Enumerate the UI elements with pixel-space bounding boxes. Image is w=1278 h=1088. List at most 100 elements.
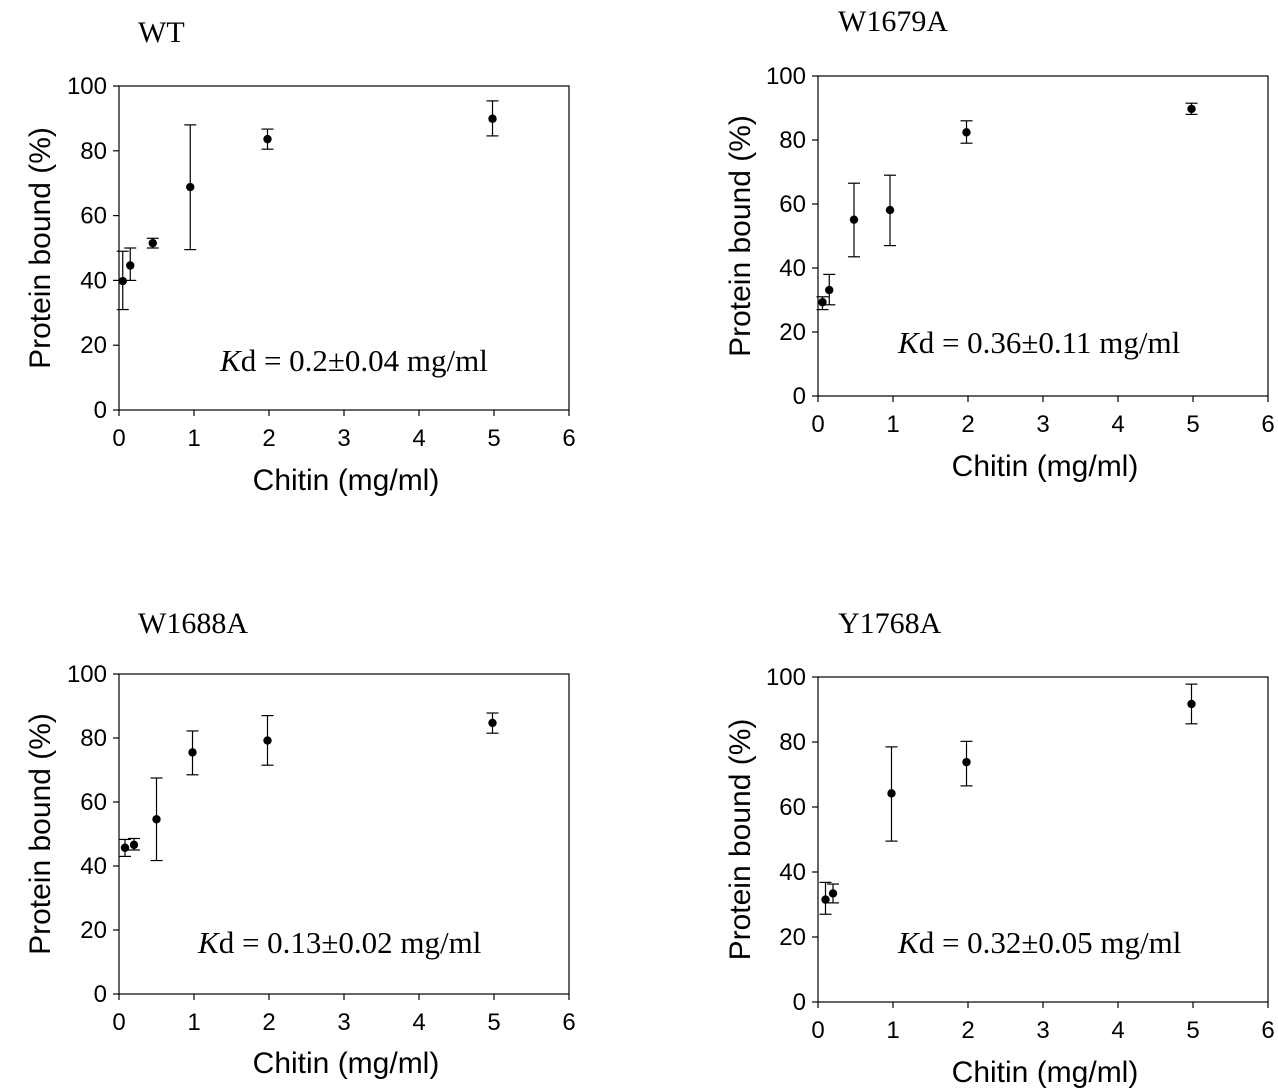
x-tick-label: 6 bbox=[1261, 411, 1274, 438]
y-tick-label: 80 bbox=[779, 127, 806, 154]
data-point bbox=[962, 757, 971, 767]
x-tick-label: 6 bbox=[562, 1009, 575, 1036]
y-tick-label: 0 bbox=[94, 397, 107, 424]
x-tick-label: 5 bbox=[1186, 1017, 1199, 1044]
kd-symbol: K bbox=[897, 325, 921, 360]
data-point-group bbox=[884, 174, 896, 247]
y-tick-label: 60 bbox=[779, 794, 806, 821]
data-point bbox=[118, 276, 127, 286]
data-point-group bbox=[1185, 102, 1198, 116]
x-tick-label: 0 bbox=[811, 1017, 824, 1044]
data-point-group bbox=[960, 120, 973, 144]
chart-panel-0: WT 0 20 40 60 80 100 0 1 2 3 4 5 6 Chitin (mg/ml) Prote… bbox=[24, 16, 576, 497]
data-point bbox=[263, 736, 272, 745]
data-point-group bbox=[184, 124, 197, 251]
x-tick-label: 4 bbox=[412, 1009, 425, 1036]
y-tick-label: 20 bbox=[80, 917, 107, 944]
x-tick-label: 2 bbox=[961, 1017, 974, 1044]
data-point bbox=[849, 215, 859, 224]
y-axis-label: Protein bound (%) bbox=[724, 719, 757, 961]
x-tick-label: 5 bbox=[487, 1009, 500, 1036]
kd-annotation: Kd = 0.32±0.05 mg/ml bbox=[897, 925, 1181, 960]
kd-annotation: Kd = 0.36±0.11 mg/ml bbox=[897, 325, 1180, 360]
x-tick-label: 3 bbox=[1036, 1017, 1049, 1044]
data-point bbox=[188, 748, 197, 757]
y-tick-label: 80 bbox=[779, 729, 806, 756]
x-tick-label: 5 bbox=[487, 425, 500, 452]
data-point-group bbox=[486, 100, 499, 137]
x-tick-label: 1 bbox=[886, 411, 899, 438]
kd-symbol: K bbox=[897, 925, 921, 960]
y-tick-label: 60 bbox=[779, 191, 806, 218]
chart-title: W1679A bbox=[838, 5, 948, 38]
y-tick-label: 40 bbox=[80, 853, 107, 880]
y-axis-label: Protein bound (%) bbox=[24, 713, 57, 955]
kd-value: d = 0.2±0.04 mg/ml bbox=[241, 343, 488, 378]
x-tick-label: 4 bbox=[412, 425, 425, 452]
data-point-group bbox=[146, 237, 159, 249]
data-point bbox=[120, 843, 130, 852]
chart-panel-2: W1688A 0 20 40 60 80 100 0 1 2 3 4 5 6 Chitin (mg/ml) P… bbox=[24, 607, 576, 1080]
y-axis-label: Protein bound (%) bbox=[724, 115, 757, 357]
x-tick-label: 0 bbox=[112, 425, 125, 452]
x-tick-label: 2 bbox=[961, 411, 974, 438]
kd-annotation: Kd = 0.13±0.02 mg/ml bbox=[197, 925, 481, 960]
y-tick-label: 100 bbox=[67, 661, 107, 688]
kd-annotation: Kd = 0.2±0.04 mg/ml bbox=[219, 343, 488, 378]
y-tick-label: 80 bbox=[80, 138, 107, 165]
data-point-group bbox=[827, 883, 839, 904]
data-point-group bbox=[261, 128, 274, 150]
data-point bbox=[887, 789, 896, 798]
y-tick-label: 20 bbox=[779, 924, 806, 951]
data-point-group bbox=[150, 777, 163, 862]
x-tick-label: 6 bbox=[1261, 1017, 1274, 1044]
x-tick-label: 0 bbox=[811, 411, 824, 438]
kd-value: d = 0.32±0.05 mg/ml bbox=[919, 925, 1182, 960]
chart-panel-1: W1679A 0 20 40 60 80 100 0 1 2 3 4 5 6 Chitin (mg/ml) P… bbox=[724, 5, 1275, 483]
data-point-group bbox=[823, 273, 836, 306]
data-point bbox=[126, 261, 135, 270]
data-point bbox=[821, 895, 830, 904]
data-point bbox=[263, 134, 272, 144]
x-axis-label: Chitin (mg/ml) bbox=[253, 1047, 440, 1080]
chart-title: Y1768A bbox=[838, 607, 942, 640]
data-point-group bbox=[261, 714, 274, 766]
y-tick-label: 60 bbox=[80, 789, 107, 816]
data-point-group bbox=[124, 247, 137, 281]
data-point bbox=[488, 718, 497, 728]
data-point bbox=[488, 114, 497, 123]
x-axis-label: Chitin (mg/ml) bbox=[253, 464, 440, 497]
kd-symbol: K bbox=[219, 343, 243, 378]
y-tick-label: 20 bbox=[80, 332, 107, 359]
data-point-group bbox=[819, 881, 832, 915]
data-point bbox=[962, 128, 971, 137]
data-point bbox=[1187, 104, 1196, 114]
kd-symbol: K bbox=[197, 925, 221, 960]
x-tick-label: 3 bbox=[337, 425, 350, 452]
x-axis-label: Chitin (mg/ml) bbox=[952, 1056, 1139, 1088]
data-point-group bbox=[1185, 683, 1198, 725]
chart-title: W1688A bbox=[138, 607, 248, 640]
data-point-group bbox=[848, 182, 860, 258]
data-point-group bbox=[119, 838, 131, 858]
chart-panel-3: Y1768A 0 20 40 60 80 100 0 1 2 3 4 5 6 Chitin (mg/ml) P… bbox=[724, 607, 1275, 1088]
x-tick-label: 1 bbox=[187, 1009, 200, 1036]
x-tick-label: 3 bbox=[1036, 411, 1049, 438]
data-point-group bbox=[116, 250, 129, 311]
x-tick-label: 4 bbox=[1111, 1017, 1124, 1044]
y-tick-label: 40 bbox=[779, 255, 806, 282]
x-tick-label: 1 bbox=[886, 1017, 899, 1044]
y-tick-label: 20 bbox=[779, 319, 806, 346]
data-point bbox=[148, 238, 157, 248]
data-point bbox=[186, 182, 195, 192]
data-point bbox=[885, 205, 895, 215]
kd-value: d = 0.13±0.02 mg/ml bbox=[219, 925, 482, 960]
y-tick-label: 100 bbox=[766, 664, 806, 691]
data-point bbox=[1187, 699, 1196, 709]
y-tick-label: 40 bbox=[80, 267, 107, 294]
y-tick-label: 0 bbox=[94, 981, 107, 1008]
x-tick-label: 1 bbox=[187, 425, 200, 452]
y-tick-label: 100 bbox=[766, 63, 806, 90]
x-tick-label: 6 bbox=[562, 425, 575, 452]
